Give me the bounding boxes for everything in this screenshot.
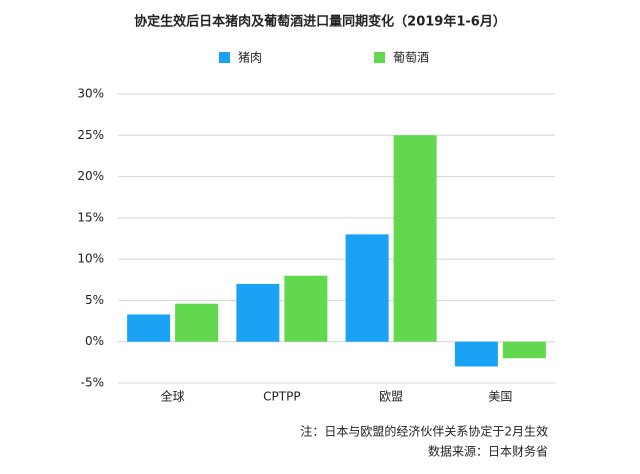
x-tick-label: 美国 [488, 390, 512, 404]
chart-title: 协定生效后日本猪肉及葡萄酒进口量同期变化（2019年1-6月） [134, 14, 506, 30]
legend-swatch [374, 52, 385, 63]
bar [393, 135, 437, 342]
bar [345, 234, 389, 342]
y-tick-label: 30% [77, 87, 104, 101]
y-tick-label: 0% [85, 334, 104, 348]
x-tick-label: 全球 [161, 389, 185, 404]
x-tick-label: CPTPP [263, 390, 300, 404]
legend-swatch [219, 52, 230, 63]
x-tick-label: 欧盟 [379, 390, 403, 404]
y-tick-label: 20% [77, 169, 104, 183]
legend-label: 葡萄酒 [393, 51, 429, 65]
y-tick-label: 10% [77, 252, 104, 266]
legend-label: 猪肉 [238, 51, 262, 65]
bar [502, 341, 546, 359]
y-tick-label: -5% [81, 376, 104, 390]
bar [454, 341, 498, 367]
bar [236, 283, 280, 342]
y-tick-label: 5% [85, 293, 104, 307]
annotation: 数据来源：日本财务省 [428, 444, 548, 459]
annotation: 注：日本与欧盟的经济伙伴关系协定于2月生效 [300, 424, 548, 439]
y-tick-label: 15% [77, 210, 104, 224]
bar [175, 303, 219, 342]
bar [284, 275, 328, 342]
y-tick-label: 25% [77, 128, 104, 142]
bar [127, 314, 171, 342]
